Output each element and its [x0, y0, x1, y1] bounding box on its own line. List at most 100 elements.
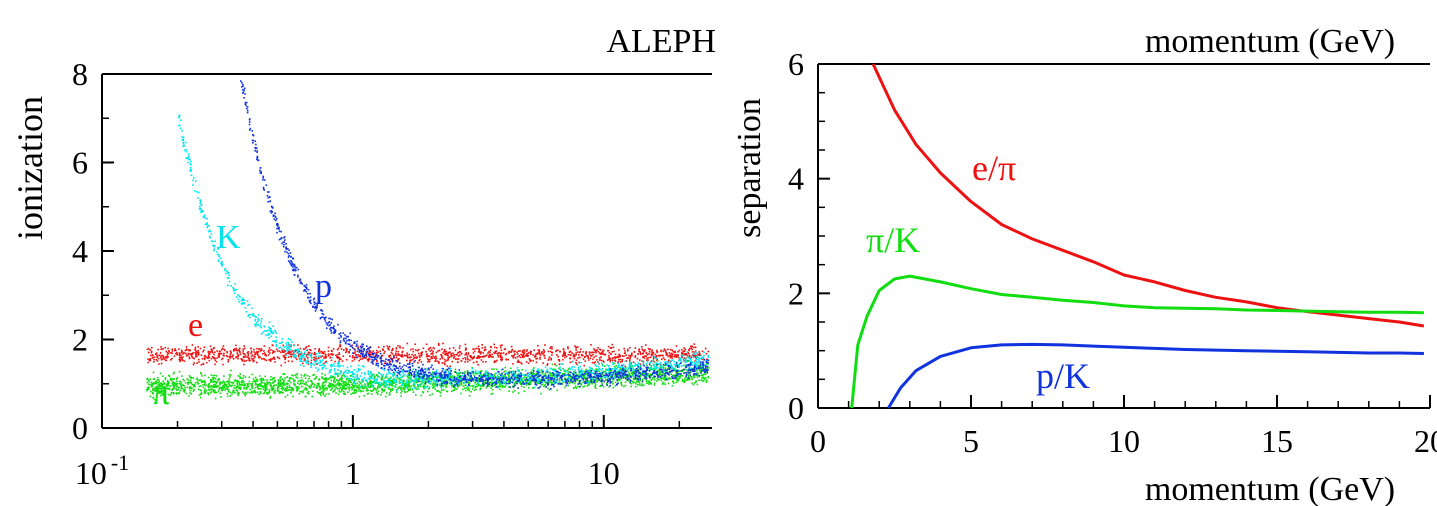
scatter-point-π — [263, 382, 266, 384]
scatter-point-e — [197, 352, 200, 355]
scatter-point-K — [384, 382, 387, 384]
scatter-point-K — [646, 360, 649, 363]
scatter-point-π — [483, 379, 486, 382]
scatter-point-e — [149, 359, 151, 362]
scatter-point-π — [321, 390, 323, 393]
scatter-point-π — [498, 373, 501, 375]
scatter-point-K — [703, 351, 705, 354]
scatter-point-π — [212, 391, 215, 393]
scatter-point-e — [195, 353, 197, 356]
scatter-point-π — [187, 383, 189, 385]
scatter-point-π — [706, 366, 709, 369]
scatter-point-π — [221, 382, 224, 384]
scatter-point-π — [672, 380, 674, 382]
scatter-point-e — [247, 351, 250, 353]
scatter-point-π — [503, 375, 505, 377]
scatter-point-π — [226, 395, 229, 398]
scatter-point-π — [590, 377, 592, 379]
scatter-point-e — [398, 357, 400, 360]
scatter-point-K — [301, 353, 303, 356]
scatter-point-e — [166, 354, 169, 356]
scatter-point-K — [696, 364, 698, 367]
scatter-point-e — [551, 351, 554, 354]
scatter-point-e — [575, 352, 577, 354]
scatter-point-e — [651, 351, 653, 354]
scatter-point-e — [233, 348, 236, 350]
scatter-point-π — [356, 374, 358, 376]
scatter-point-K — [562, 380, 564, 382]
scatter-point-e — [541, 351, 543, 353]
scatter-point-π — [434, 376, 437, 378]
scatter-point-π — [640, 374, 642, 377]
scatter-point-e — [623, 352, 626, 355]
scatter-point-e — [694, 355, 697, 358]
scatter-point-e — [259, 356, 261, 359]
scatter-point-π — [220, 396, 222, 398]
scatter-point-K — [516, 366, 519, 369]
scatter-point-π — [419, 385, 422, 388]
scatter-point-e — [674, 351, 676, 354]
scatter-point-e — [242, 352, 244, 354]
scatter-point-π — [547, 382, 550, 384]
scatter-point-e — [594, 361, 596, 363]
scatter-point-K — [563, 369, 565, 371]
scatter-point-e — [516, 353, 519, 355]
scatter-point-π — [198, 385, 201, 388]
scatter-point-π — [629, 382, 631, 384]
scatter-point-e — [441, 357, 444, 360]
scatter-point-K — [309, 355, 312, 357]
scatter-point-K — [615, 368, 618, 370]
scatter-point-π — [308, 386, 310, 388]
scatter-point-K — [645, 374, 647, 377]
scatter-point-π — [558, 381, 561, 383]
scatter-point-K — [675, 363, 678, 366]
scatter-point-π — [473, 389, 476, 391]
scatter-point-e — [432, 346, 435, 349]
scatter-point-π — [204, 381, 206, 384]
scatter-point-e — [399, 347, 401, 349]
scatter-point-π — [293, 379, 295, 382]
scatter-point-π — [237, 392, 239, 394]
scatter-point-e — [539, 354, 542, 356]
scatter-point-π — [687, 374, 690, 376]
scatter-point-K — [421, 381, 423, 383]
scatter-point-K — [258, 319, 260, 321]
scatter-point-e — [202, 363, 205, 366]
scatter-point-K — [252, 313, 255, 315]
scatter-point-K — [653, 356, 656, 358]
scatter-point-e — [478, 351, 481, 354]
scatter-point-π — [530, 371, 533, 373]
scatter-point-e — [481, 344, 483, 346]
scatter-point-π — [417, 385, 419, 388]
scatter-point-π — [601, 373, 604, 376]
scatter-point-π — [220, 381, 223, 384]
scatter-point-e — [224, 349, 226, 352]
scatter-point-π — [674, 365, 677, 368]
scatter-point-π — [199, 393, 202, 396]
scatter-point-K — [562, 363, 564, 366]
scatter-point-π — [338, 385, 341, 387]
scatter-point-π — [241, 384, 243, 386]
scatter-point-K — [677, 366, 680, 368]
scatter-point-π — [212, 385, 214, 388]
scatter-point-e — [467, 358, 469, 361]
scatter-point-e — [501, 358, 503, 361]
scatter-point-K — [251, 307, 253, 310]
scatter-point-e — [519, 356, 522, 359]
scatter-point-e — [197, 346, 199, 348]
scatter-point-π — [515, 380, 517, 383]
scatter-point-e — [478, 357, 481, 359]
scatter-point-K — [255, 325, 257, 328]
scatter-point-π — [153, 378, 155, 380]
scatter-point-π — [700, 379, 702, 382]
scatter-point-e — [639, 351, 641, 353]
scatter-point-e — [551, 348, 553, 350]
scatter-point-π — [587, 381, 590, 383]
scatter-point-e — [353, 347, 355, 350]
scatter-point-π — [436, 376, 439, 379]
scatter-point-e — [220, 352, 223, 355]
scatter-point-K — [382, 373, 384, 376]
scatter-point-e — [243, 360, 246, 362]
scatter-point-π — [663, 381, 665, 384]
scatter-point-π — [345, 381, 347, 384]
